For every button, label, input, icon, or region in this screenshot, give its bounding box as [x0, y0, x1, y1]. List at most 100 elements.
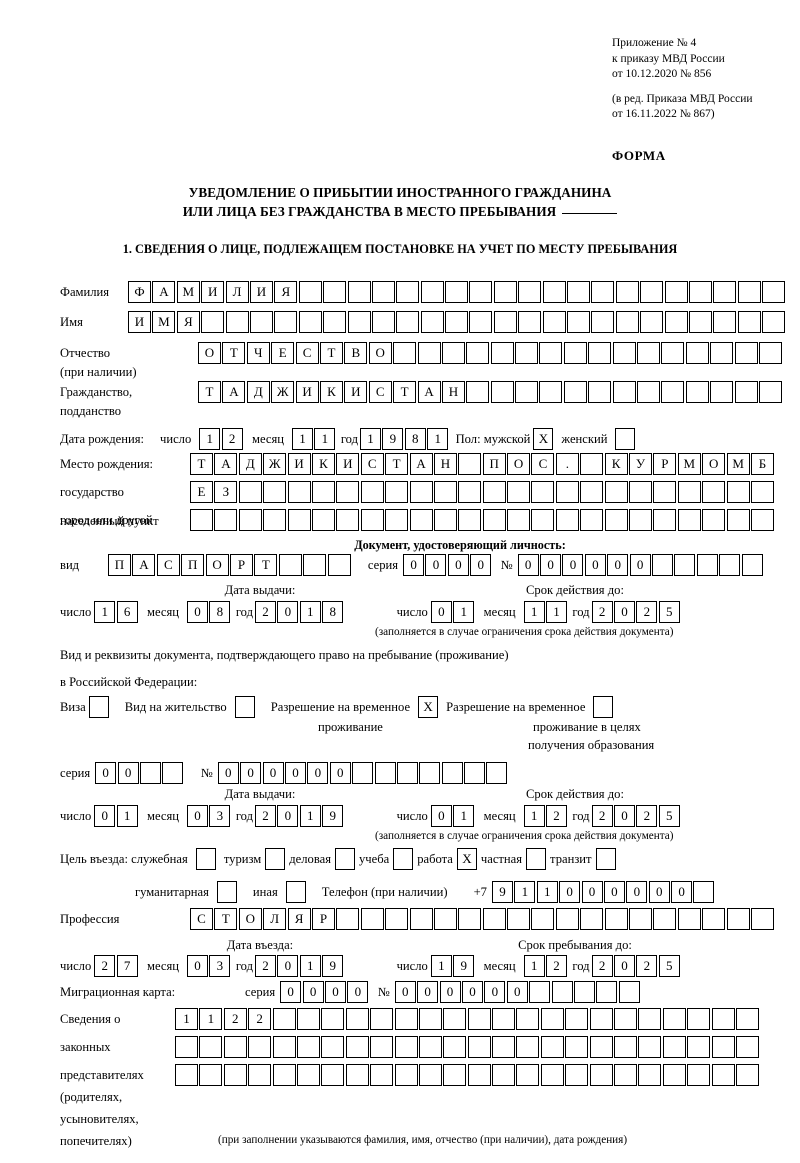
char-cell[interactable]: 7: [116, 955, 138, 977]
char-cell[interactable]: [345, 1036, 369, 1058]
char-cell[interactable]: И: [295, 381, 319, 403]
char-cell[interactable]: [507, 481, 531, 503]
char-cell[interactable]: [515, 342, 539, 364]
char-cell[interactable]: 9: [322, 805, 344, 827]
char-cell[interactable]: [588, 342, 612, 364]
char-cell[interactable]: [458, 481, 482, 503]
char-cell[interactable]: [531, 509, 555, 531]
char-cell[interactable]: [580, 509, 604, 531]
char-cell[interactable]: 0: [629, 554, 651, 576]
char-cell[interactable]: [345, 1064, 369, 1086]
char-cell[interactable]: [321, 1064, 345, 1086]
char-cell[interactable]: 9: [382, 428, 404, 450]
char-cell[interactable]: [336, 908, 360, 930]
char-cell[interactable]: [555, 908, 579, 930]
char-cell[interactable]: [677, 481, 701, 503]
char-cell[interactable]: [735, 1064, 759, 1086]
char-cell[interactable]: 0: [277, 955, 299, 977]
char-cell[interactable]: [274, 311, 298, 333]
char-cell[interactable]: [687, 1008, 711, 1030]
char-cell[interactable]: [662, 1064, 686, 1086]
checkbox-purpose-tourism[interactable]: [265, 848, 286, 870]
char-cell[interactable]: [589, 1064, 613, 1086]
char-cell[interactable]: П: [482, 453, 506, 475]
char-cell[interactable]: 0: [671, 881, 693, 903]
char-cell[interactable]: [653, 509, 677, 531]
char-cell[interactable]: [531, 481, 555, 503]
char-cell[interactable]: П: [181, 554, 205, 576]
char-cell[interactable]: [345, 1008, 369, 1030]
char-cell[interactable]: [418, 1008, 442, 1030]
char-cell[interactable]: [486, 762, 508, 784]
char-cell[interactable]: .: [555, 453, 579, 475]
char-cell[interactable]: 0: [94, 805, 116, 827]
char-cell[interactable]: [385, 509, 409, 531]
char-cell[interactable]: И: [336, 453, 360, 475]
char-cell[interactable]: [287, 481, 311, 503]
char-cell[interactable]: Л: [225, 281, 249, 303]
char-cell[interactable]: [551, 981, 573, 1003]
char-cell[interactable]: 0: [562, 554, 584, 576]
checkbox-residence-permit[interactable]: [234, 696, 255, 718]
char-cell[interactable]: [653, 908, 677, 930]
char-cell[interactable]: 1: [514, 881, 536, 903]
char-cell[interactable]: [612, 381, 636, 403]
char-cell[interactable]: [214, 509, 238, 531]
char-cell[interactable]: 0: [613, 805, 635, 827]
char-cell[interactable]: С: [156, 554, 180, 576]
char-cell[interactable]: [662, 1036, 686, 1058]
char-cell[interactable]: [433, 481, 457, 503]
char-cell[interactable]: [758, 381, 782, 403]
char-cell[interactable]: А: [132, 554, 156, 576]
char-cell[interactable]: [629, 481, 653, 503]
char-cell[interactable]: [540, 1064, 564, 1086]
char-cell[interactable]: [272, 1064, 296, 1086]
char-cell[interactable]: [492, 1064, 516, 1086]
char-cell[interactable]: [674, 554, 696, 576]
char-cell[interactable]: 3: [209, 955, 231, 977]
char-cell[interactable]: [409, 908, 433, 930]
char-cell[interactable]: Е: [271, 342, 295, 364]
char-cell[interactable]: [441, 342, 465, 364]
char-cell[interactable]: 0: [626, 881, 648, 903]
char-cell[interactable]: [664, 281, 688, 303]
char-cell[interactable]: [467, 1064, 491, 1086]
char-cell[interactable]: [347, 281, 371, 303]
char-cell[interactable]: О: [198, 342, 221, 364]
char-cell[interactable]: 1: [430, 955, 452, 977]
legal-rep-cells-2[interactable]: [175, 1036, 760, 1058]
char-cell[interactable]: [420, 281, 444, 303]
char-cell[interactable]: А: [222, 381, 246, 403]
char-cell[interactable]: Т: [254, 554, 278, 576]
char-cell[interactable]: Р: [311, 908, 335, 930]
char-cell[interactable]: [464, 762, 486, 784]
char-cell[interactable]: [638, 1008, 662, 1030]
char-cell[interactable]: [638, 1064, 662, 1086]
char-cell[interactable]: [311, 481, 335, 503]
char-cell[interactable]: 1: [523, 955, 545, 977]
char-cell[interactable]: Т: [214, 908, 238, 930]
char-cell[interactable]: [371, 311, 395, 333]
char-cell[interactable]: [685, 342, 709, 364]
char-cell[interactable]: Я: [274, 281, 298, 303]
char-cell[interactable]: 0: [613, 955, 635, 977]
char-cell[interactable]: [370, 1008, 394, 1030]
char-cell[interactable]: 0: [217, 762, 239, 784]
char-cell[interactable]: [734, 342, 758, 364]
char-cell[interactable]: Т: [393, 381, 417, 403]
char-cell[interactable]: [542, 311, 566, 333]
char-cell[interactable]: [726, 509, 750, 531]
char-cell[interactable]: 0: [607, 554, 629, 576]
char-cell[interactable]: [418, 1064, 442, 1086]
checkbox-purpose-humanitarian[interactable]: [216, 881, 237, 903]
char-cell[interactable]: [263, 509, 287, 531]
